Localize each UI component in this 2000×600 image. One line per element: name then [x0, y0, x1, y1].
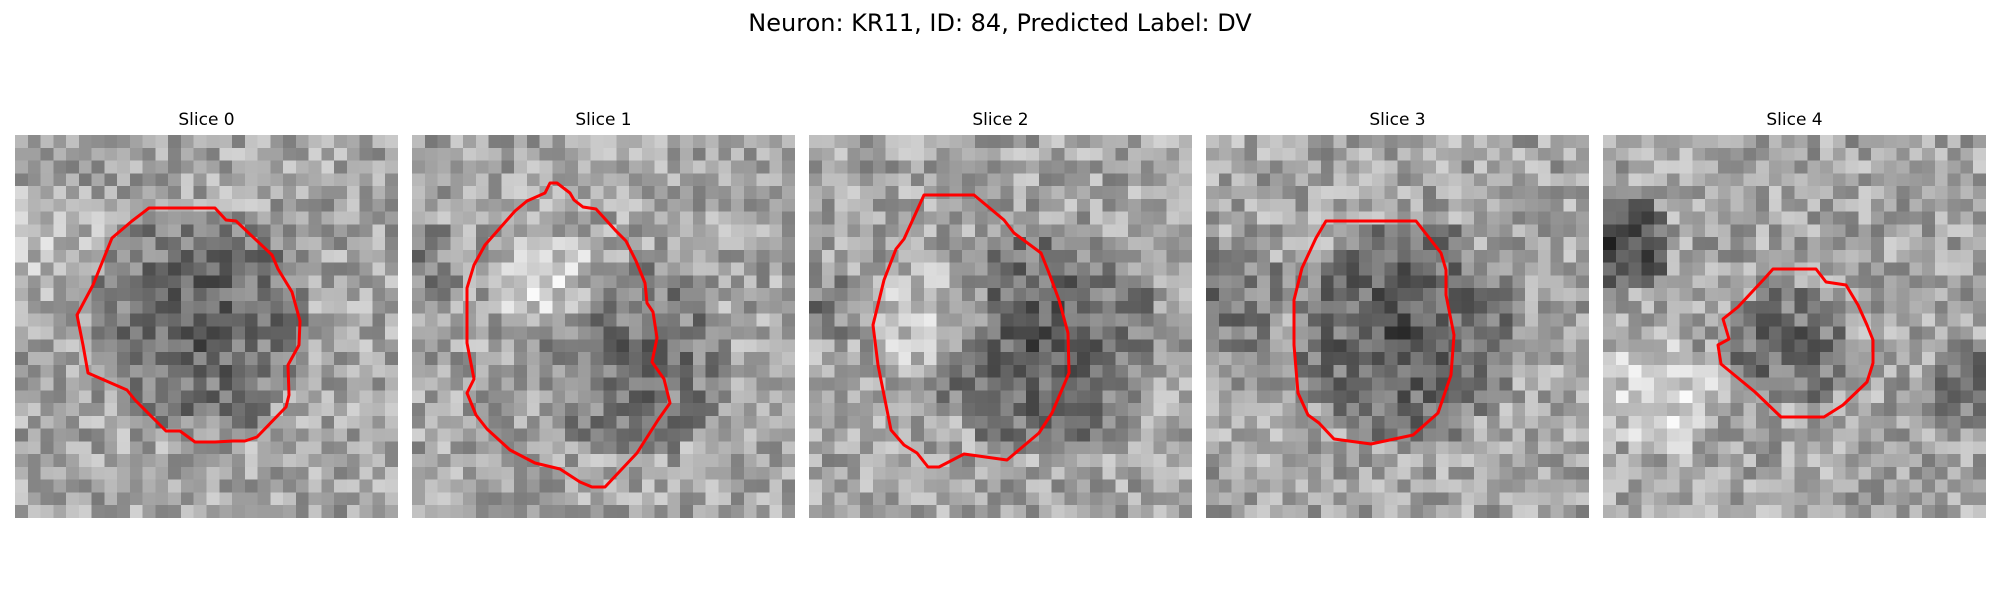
slice-panel-1: Slice 1	[412, 107, 795, 518]
slice-panel-4: Slice 4	[1603, 107, 1986, 518]
slice-panel-3: Slice 3	[1206, 107, 1589, 518]
roi-contour	[1292, 219, 1456, 446]
slice-title: Slice 4	[1766, 110, 1823, 130]
roi-contour-overlay	[75, 206, 302, 444]
roi-contour-overlay	[1292, 219, 1456, 446]
roi-contour-overlay	[871, 193, 1071, 469]
roi-contour	[871, 193, 1071, 469]
grayscale-patch	[412, 135, 795, 518]
slice-title: Slice 2	[972, 110, 1029, 130]
slice-title: Slice 0	[178, 110, 235, 130]
slice-title: Slice 3	[1369, 110, 1426, 130]
slice-image	[1206, 135, 1589, 518]
slice-image	[412, 135, 795, 518]
roi-contour-overlay	[1716, 267, 1875, 419]
slice-image	[15, 135, 398, 518]
figure-title: Neuron: KR11, ID: 84, Predicted Label: D…	[748, 9, 1252, 37]
slice-title: Slice 1	[575, 110, 632, 130]
roi-contour	[465, 181, 672, 489]
roi-contour	[75, 206, 302, 444]
slice-panel-2: Slice 2	[809, 107, 1192, 518]
grayscale-patch	[1206, 135, 1589, 518]
slice-image	[1603, 135, 1986, 518]
grayscale-patch	[1603, 135, 1986, 518]
slice-image	[809, 135, 1192, 518]
roi-contour	[1716, 267, 1875, 419]
roi-contour-overlay	[465, 181, 672, 489]
slice-panel-0: Slice 0	[15, 107, 398, 518]
